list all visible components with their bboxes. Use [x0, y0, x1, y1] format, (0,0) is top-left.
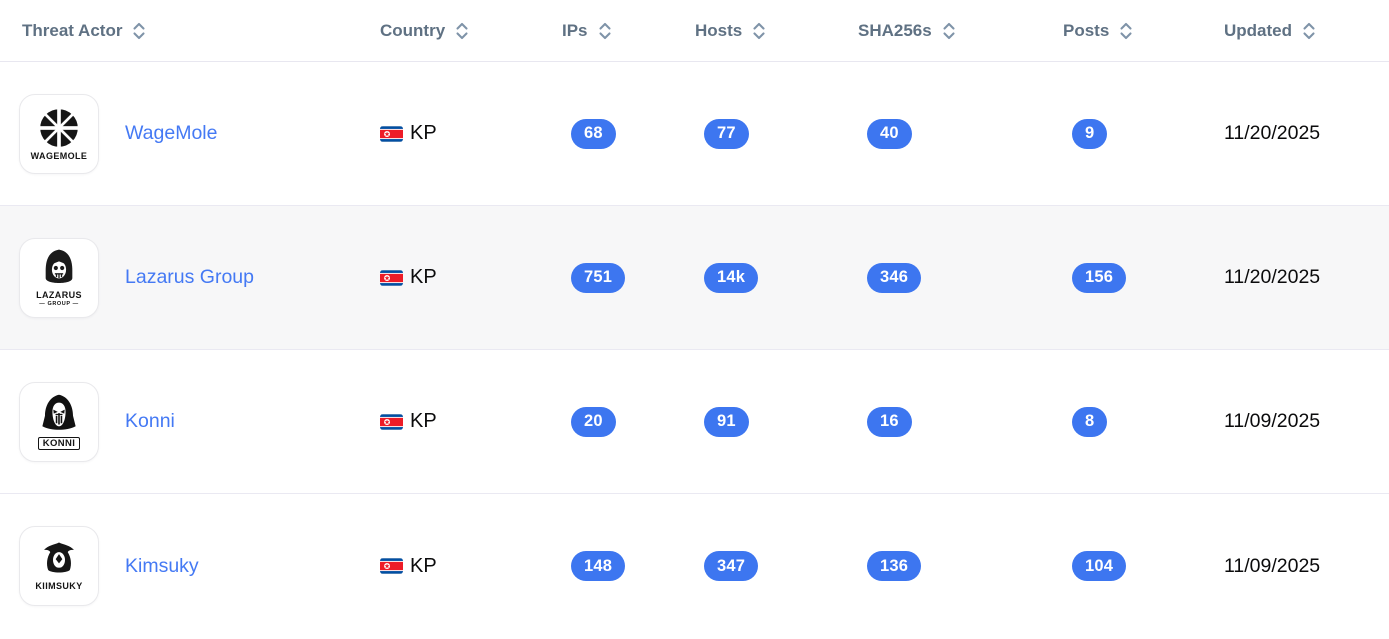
kimsuky-logo[interactable]: KIIMSUKY	[19, 526, 99, 606]
ips-count-badge: 20	[571, 406, 616, 437]
ips-cell: 20	[562, 406, 695, 437]
lazarus-hooded-skull-icon	[45, 249, 73, 284]
updated-date: 11/09/2025	[1224, 554, 1321, 577]
ips-cell: 148	[562, 551, 695, 581]
hosts-cell: 347	[695, 551, 858, 581]
logo-subcaption: — GROUP —	[39, 301, 79, 308]
column-label: Hosts	[695, 20, 743, 40]
column-label: IPs	[562, 20, 588, 40]
updated-date: 11/09/2025	[1224, 410, 1321, 432]
ips-count-badge: 68	[571, 118, 616, 149]
posts-cell: 104	[1063, 551, 1224, 581]
logo-caption: KIIMSUKY	[35, 581, 83, 592]
sort-chevrons-icon[interactable]	[941, 21, 957, 41]
table-row-kimsuky: KIIMSUKY Kimsuky KP 148 347 136 104 11/0…	[0, 494, 1389, 638]
posts-count-badge: 9	[1072, 118, 1108, 149]
column-header-threat-actor[interactable]: Threat Actor	[22, 21, 380, 41]
ips-count-badge: 751	[571, 262, 626, 293]
ips-cell: 751	[562, 262, 695, 293]
sha256s-cell: 136	[858, 551, 1063, 581]
sha256s-count-badge: 16	[867, 406, 912, 437]
actor-link-kimsuky[interactable]: Kimsuky	[125, 554, 199, 577]
table-row-wagemole: WAGEMOLE WageMole KP 68 77 40 9 11/20/20…	[0, 62, 1389, 206]
hosts-cell: 91	[695, 406, 858, 437]
sha256s-cell: 16	[858, 406, 1063, 437]
posts-count-badge: 104	[1072, 551, 1127, 581]
sha256s-cell: 40	[858, 118, 1063, 149]
ips-cell: 68	[562, 118, 695, 149]
sha256s-cell: 346	[858, 262, 1063, 293]
actor-cell: KONNI Konni	[19, 381, 380, 462]
updated-date: 11/20/2025	[1224, 266, 1321, 288]
sort-chevrons-icon[interactable]	[1301, 21, 1317, 41]
column-label: Threat Actor	[22, 20, 123, 40]
posts-cell: 156	[1063, 262, 1224, 293]
hosts-count-badge: 91	[704, 406, 749, 437]
hosts-cell: 14k	[695, 262, 858, 293]
actor-link-konni[interactable]: Konni	[125, 410, 175, 432]
sort-chevrons-icon[interactable]	[751, 21, 767, 41]
actor-link-lazarus-group[interactable]: Lazarus Group	[125, 266, 254, 288]
sha256s-count-badge: 346	[867, 262, 922, 293]
north-korea-flag-icon	[380, 558, 403, 574]
column-label: Posts	[1063, 20, 1110, 40]
actor-cell: KIIMSUKY Kimsuky	[19, 526, 380, 606]
wagemole-logo[interactable]: WAGEMOLE	[19, 93, 99, 174]
actor-link-wagemole[interactable]: WageMole	[125, 122, 218, 144]
kimsuky-horned-hood-icon	[44, 542, 74, 573]
table-row-lazarus-group: LAZARUS — GROUP — Lazarus Group KP 751 1…	[0, 206, 1389, 350]
north-korea-flag-icon	[380, 413, 403, 430]
sha256s-count-badge: 136	[867, 551, 922, 581]
column-label: SHA256s	[858, 20, 932, 40]
north-korea-flag-icon	[380, 125, 403, 142]
logo-caption: WAGEMOLE	[30, 150, 88, 161]
konni-logo[interactable]: KONNI	[19, 381, 99, 462]
posts-count-badge: 156	[1072, 262, 1127, 293]
hosts-count-badge: 14k	[704, 262, 759, 293]
posts-cell: 8	[1063, 406, 1224, 437]
north-korea-flag-icon	[380, 269, 403, 286]
country-code: KP	[410, 410, 437, 432]
column-header-country[interactable]: Country	[380, 21, 562, 41]
hosts-cell: 77	[695, 118, 858, 149]
wagemole-pinwheel-icon	[37, 106, 81, 149]
column-header-sha256s[interactable]: SHA256s	[858, 21, 1063, 41]
hosts-count-badge: 347	[704, 551, 759, 581]
sort-chevrons-icon[interactable]	[597, 21, 613, 41]
sort-chevrons-icon[interactable]	[131, 21, 147, 41]
column-header-ips[interactable]: IPs	[562, 21, 695, 41]
logo-caption: KONNI	[37, 436, 81, 451]
table-row-konni: KONNI Konni KP 20 91 16 8 11/09/2025	[0, 350, 1389, 494]
column-label: Updated	[1224, 20, 1292, 40]
konni-hooded-mask-icon	[42, 394, 76, 430]
country-cell: KP	[380, 122, 562, 145]
posts-count-badge: 8	[1072, 406, 1108, 437]
country-cell: KP	[380, 555, 562, 578]
hosts-count-badge: 77	[704, 118, 749, 149]
posts-cell: 9	[1063, 118, 1224, 149]
sort-chevrons-icon[interactable]	[454, 21, 470, 41]
logo-caption: LAZARUS	[36, 290, 82, 301]
lazarus-group-logo[interactable]: LAZARUS — GROUP —	[19, 237, 99, 318]
country-cell: KP	[380, 266, 562, 289]
column-header-posts[interactable]: Posts	[1063, 21, 1224, 41]
country-code: KP	[410, 266, 437, 288]
column-label: Country	[380, 20, 446, 40]
updated-date: 11/20/2025	[1224, 122, 1321, 144]
sha256s-count-badge: 40	[867, 118, 912, 149]
ips-count-badge: 148	[571, 551, 626, 581]
sort-chevrons-icon[interactable]	[1118, 21, 1134, 41]
country-code: KP	[410, 554, 437, 577]
table-header-row: Threat Actor Country IPs Hosts SHA256s P…	[0, 0, 1389, 62]
country-code: KP	[410, 122, 437, 144]
column-header-updated[interactable]: Updated	[1224, 21, 1389, 41]
actor-cell: WAGEMOLE WageMole	[19, 93, 380, 174]
country-cell: KP	[380, 410, 562, 433]
column-header-hosts[interactable]: Hosts	[695, 21, 858, 41]
actor-cell: LAZARUS — GROUP — Lazarus Group	[19, 237, 380, 318]
